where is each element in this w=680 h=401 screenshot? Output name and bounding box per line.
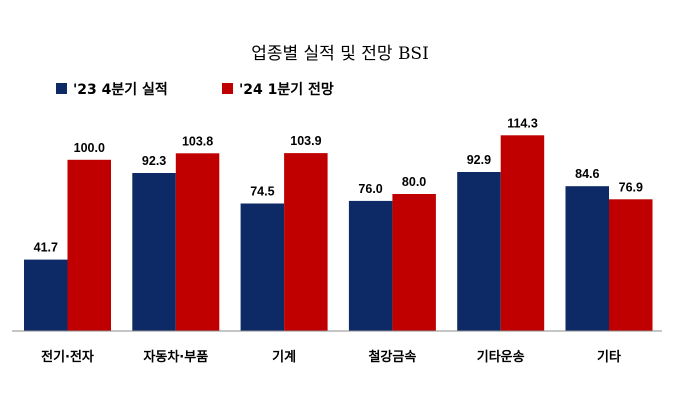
category-label-group: 전기·전자 자동차·부품 기계 철강금속 기타운송 기타 — [41, 349, 621, 365]
value-label-series-1-3: 76.0 — [358, 182, 382, 196]
bar-series-1-0 — [24, 259, 68, 331]
chart-title: 업종별 실적 및 전망 BSI — [251, 44, 429, 64]
value-label-group: 41.7 100.0 92.3 103.8 74.5 103.9 76.0 80.0 92.9 1… — [34, 116, 643, 254]
value-label-series-1-0: 41.7 — [34, 241, 58, 255]
bar-series-1-4 — [457, 172, 501, 331]
value-label-series-2-4: 114.3 — [507, 116, 538, 130]
bar-series-2-0 — [67, 159, 111, 331]
category-label-3: 철강금속 — [368, 349, 416, 365]
legend-label-series-1: '23 4분기 실적 — [73, 81, 168, 98]
bar-series-2-5 — [609, 199, 653, 331]
legend-label-series-2: '24 1분기 전망 — [239, 81, 334, 98]
bar-series-2-4 — [500, 135, 545, 331]
bar-series-2-3 — [392, 194, 436, 331]
value-label-series-1-2: 74.5 — [250, 185, 274, 199]
bar-series-1-2 — [240, 203, 285, 331]
bar-series-2-1 — [175, 153, 220, 331]
category-label-1: 자동차·부품 — [143, 349, 208, 365]
value-label-series-2-3: 80.0 — [402, 175, 426, 189]
category-label-5: 기타 — [597, 349, 621, 365]
bar-series-1-5 — [565, 186, 609, 331]
bar-series-1-3 — [348, 200, 393, 331]
category-label-4: 기타운송 — [477, 349, 525, 365]
value-label-series-2-1: 103.8 — [182, 134, 213, 148]
value-label-series-1-4: 92.9 — [467, 153, 491, 167]
category-label-2: 기계 — [272, 350, 296, 365]
value-label-series-1-1: 92.3 — [142, 154, 166, 168]
value-label-series-1-5: 84.6 — [575, 167, 599, 181]
legend-swatch-series-2 — [222, 83, 233, 94]
legend: '23 4분기 실적 '24 1분기 전망 — [56, 81, 334, 98]
legend-swatch-series-1 — [56, 83, 67, 94]
value-label-series-2-5: 76.9 — [619, 180, 643, 194]
category-label-0: 전기·전자 — [41, 349, 94, 365]
value-label-series-2-0: 100.0 — [74, 141, 105, 155]
bar-series-2-2 — [284, 153, 328, 331]
bar-group — [24, 135, 653, 331]
value-label-series-2-2: 103.9 — [290, 134, 321, 148]
bar-series-1-1 — [132, 173, 176, 331]
